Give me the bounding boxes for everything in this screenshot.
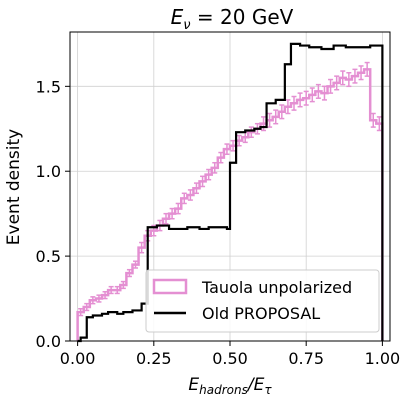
series-proposal-line xyxy=(77,42,384,343)
error-bar xyxy=(120,280,126,290)
x-axis-label: Ehadrons/Eτ xyxy=(188,375,272,397)
error-bar xyxy=(84,302,90,312)
error-bar xyxy=(285,99,291,115)
y-tick-label: 1.0 xyxy=(36,162,61,181)
y-axis: 0.0 0.5 1.0 1.5 xyxy=(36,77,70,351)
error-bar xyxy=(218,151,224,164)
error-bar xyxy=(108,285,114,295)
error-bar xyxy=(358,65,364,81)
y-tick-label: 1.5 xyxy=(36,77,61,96)
error-bar xyxy=(175,202,181,215)
error-bar xyxy=(370,112,376,128)
error-bar xyxy=(126,268,132,278)
error-bar xyxy=(114,285,120,295)
series-layer xyxy=(76,42,384,343)
x-tick-label: 0.75 xyxy=(288,349,324,368)
error-bar xyxy=(224,143,230,155)
y-tick-label: 0.0 xyxy=(36,332,61,351)
error-bar xyxy=(230,139,236,152)
x-tick-label: 0.00 xyxy=(60,349,96,368)
error-bar xyxy=(133,260,139,269)
x-tick-label: 0.50 xyxy=(212,349,248,368)
error-bar xyxy=(291,95,297,111)
error-bar xyxy=(297,92,303,108)
y-axis-label: Event density xyxy=(4,129,24,245)
error-bar xyxy=(200,175,206,188)
error-bar xyxy=(261,116,267,132)
error-bar xyxy=(248,126,254,139)
chart-title: Eν = 20 GeV xyxy=(171,5,294,33)
error-bar xyxy=(181,192,187,205)
error-bar xyxy=(352,68,358,84)
error-bar xyxy=(376,116,382,132)
legend-swatch-tauola xyxy=(152,278,188,295)
x-tick-label: 1.00 xyxy=(365,349,400,368)
error-bar xyxy=(279,104,285,120)
error-bar xyxy=(267,112,273,128)
error-bar xyxy=(163,212,169,225)
error-bar xyxy=(193,182,199,195)
x-axis: 0.00 0.25 0.50 0.75 1.00 xyxy=(60,341,400,368)
error-bar xyxy=(309,87,315,103)
legend-label-proposal: Old PROPOSAL xyxy=(202,304,320,323)
error-bar xyxy=(212,161,218,174)
error-bar xyxy=(169,207,175,220)
error-bar xyxy=(303,90,309,106)
legend-label-tauola: Tauola unpolarized xyxy=(201,278,352,297)
error-bar xyxy=(206,168,212,181)
series-tauola-line xyxy=(76,68,384,341)
error-bar xyxy=(236,134,242,147)
error-bar xyxy=(364,61,370,77)
error-bar xyxy=(334,75,340,91)
error-bar xyxy=(187,189,193,201)
error-bar xyxy=(139,241,145,254)
error-bar xyxy=(273,109,279,125)
legend-box xyxy=(145,269,380,333)
error-bar xyxy=(315,83,321,99)
error-bar xyxy=(328,78,334,94)
error-bar xyxy=(96,294,102,303)
error-bar xyxy=(321,85,327,101)
error-bar xyxy=(346,71,352,88)
error-bar xyxy=(102,291,108,300)
y-tick-label: 0.5 xyxy=(36,247,61,266)
error-bar xyxy=(90,296,96,305)
legend: Tauola unpolarized Old PROPOSAL xyxy=(145,269,380,333)
error-bar xyxy=(78,307,84,317)
x-tick-label: 0.25 xyxy=(136,349,172,368)
error-bar xyxy=(340,70,346,86)
